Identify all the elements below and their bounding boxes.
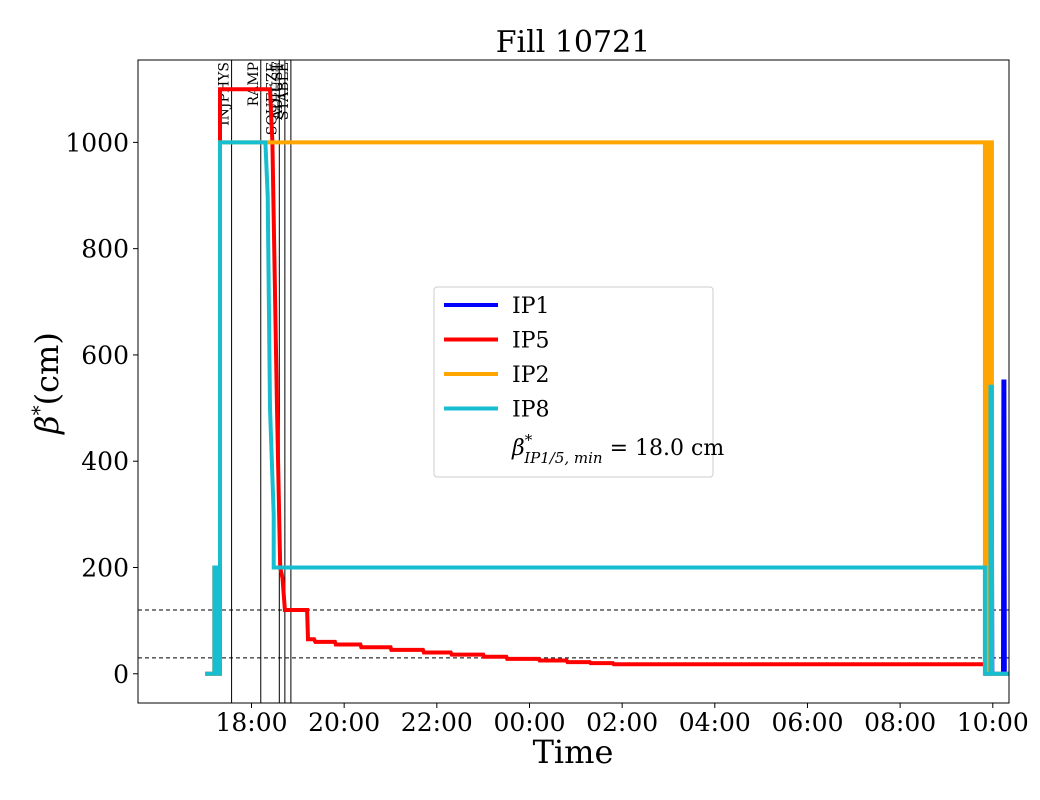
chart-title: Fill 10721 [496, 25, 651, 60]
legend-label-ip1: IP1 [512, 294, 550, 319]
legend-label-ip8: IP8 [512, 398, 550, 423]
y-tick-label-4: 800 [81, 235, 129, 264]
phase-label-1: RAMP [246, 62, 262, 106]
legend-beta-min-note: β* IP1/5, min = 18.0 cm [511, 431, 724, 467]
series-line-ip5 [205, 87, 989, 676]
x-tick-label-1: 20:00 [308, 708, 380, 737]
x-tick-label-5: 04:00 [679, 708, 751, 737]
y-tick-label-5: 1000 [65, 128, 129, 157]
plot-frame [137, 59, 1010, 704]
legend-label-ip2: IP2 [512, 363, 550, 388]
legend: IP1 IP5 IP2 IP8 β* IP1/5, min = 18.0 cm [433, 286, 724, 478]
x-tick-label-3: 00:00 [493, 708, 565, 737]
series-line-ip8 [205, 140, 1009, 676]
series-group [205, 87, 1009, 676]
x-tick-label-7: 08:00 [864, 708, 936, 737]
legend-label-ip5: IP5 [512, 329, 550, 354]
x-tick-label-6: 06:00 [771, 708, 843, 737]
y-tick-label-0: 0 [113, 660, 129, 689]
y-tick-label-1: 200 [81, 553, 129, 582]
phase-label-3: ADJUST [270, 61, 286, 120]
y-axis-label-unit: (cm) [28, 332, 66, 405]
y-axis-label-sup: * [27, 405, 51, 415]
y-axis-label: β*(cm) [27, 332, 66, 435]
x-tick-label-4: 02:00 [586, 708, 658, 737]
x-tick-label-0: 18:00 [215, 708, 287, 737]
y-axis-label-symbol: β [28, 415, 66, 435]
x-axis-label: Time [533, 733, 614, 771]
phase-label-4: STABLE [276, 62, 292, 120]
x-tick-label-2: 22:00 [401, 708, 473, 737]
legend-box [433, 286, 714, 478]
y-tick-label-3: 600 [81, 341, 129, 370]
y-tick-label-2: 400 [81, 447, 129, 476]
x-tick-label-8: 10:00 [957, 708, 1029, 737]
